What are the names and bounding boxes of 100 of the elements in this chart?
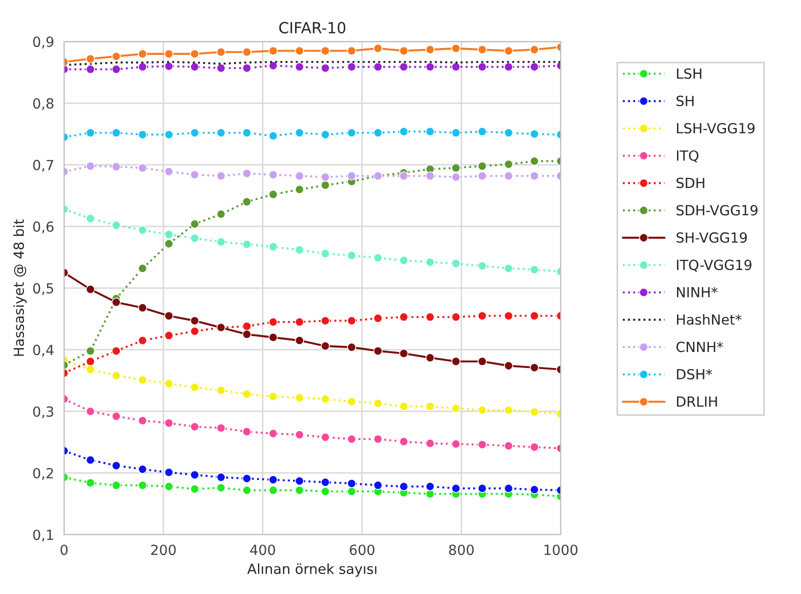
point <box>320 63 330 73</box>
point <box>451 62 460 72</box>
point <box>242 427 252 436</box>
point <box>112 162 121 172</box>
point <box>86 214 95 224</box>
point <box>190 326 200 336</box>
point <box>426 45 435 54</box>
point <box>478 171 487 181</box>
point <box>164 49 174 58</box>
point <box>504 484 514 493</box>
y-axis-title: Hassasiyet @ 48 bit <box>13 219 27 356</box>
point <box>320 341 330 351</box>
point <box>294 317 304 327</box>
point <box>138 375 148 384</box>
point <box>294 245 304 254</box>
point <box>478 261 487 270</box>
point <box>399 46 408 56</box>
point <box>190 128 200 138</box>
x-tick-label: 200 <box>151 544 176 556</box>
x-tick-label: 0 <box>60 544 68 556</box>
point <box>478 484 487 493</box>
point <box>242 168 252 178</box>
point <box>216 63 226 73</box>
y-tick-label: 0,2 <box>33 468 53 480</box>
point <box>399 482 408 492</box>
point <box>373 44 383 53</box>
point <box>268 332 278 342</box>
point <box>190 422 200 432</box>
point <box>478 45 487 54</box>
point <box>138 464 148 474</box>
point <box>112 412 121 421</box>
point <box>451 312 460 322</box>
point <box>399 402 408 411</box>
point <box>530 363 539 372</box>
y-tick-label: 0,8 <box>33 98 54 110</box>
point <box>268 475 278 484</box>
point <box>86 478 95 488</box>
point <box>268 61 278 70</box>
point <box>426 489 435 499</box>
y-tick-label: 0,9 <box>33 36 54 48</box>
point <box>426 353 435 362</box>
point <box>294 184 304 194</box>
point <box>451 484 460 493</box>
point <box>426 126 435 136</box>
legend-label: ITQ <box>677 150 698 162</box>
point <box>164 239 174 248</box>
point <box>373 434 383 444</box>
point <box>138 226 148 235</box>
point <box>530 45 539 54</box>
x-tick-label: 1000 <box>544 544 578 556</box>
point <box>347 171 356 181</box>
point <box>112 460 121 470</box>
legend-label: SDH-VGG19 <box>676 204 758 216</box>
point <box>268 242 278 252</box>
y-tick-label: 0,6 <box>33 221 54 234</box>
point <box>504 128 514 138</box>
legend-label: LSH-VGG19 <box>677 122 755 134</box>
y-tick-label: 0,1 <box>33 530 54 542</box>
point <box>164 311 174 320</box>
point <box>530 156 539 166</box>
point <box>478 126 487 136</box>
point <box>190 470 200 480</box>
point <box>112 298 121 307</box>
point <box>530 171 539 181</box>
y-tick-label: 0,3 <box>33 406 54 418</box>
point <box>478 311 487 320</box>
point <box>347 316 356 326</box>
point <box>347 396 356 406</box>
point <box>216 210 226 219</box>
point <box>478 62 487 72</box>
legend-label: NINH* <box>677 286 718 298</box>
point <box>347 486 356 496</box>
point <box>530 62 539 72</box>
point <box>86 356 95 366</box>
point <box>112 480 121 490</box>
point <box>504 361 514 370</box>
point <box>86 455 95 465</box>
y-tick-label: 0,7 <box>33 160 54 172</box>
point <box>347 434 356 444</box>
point <box>530 265 539 274</box>
point <box>373 480 383 490</box>
point <box>320 478 330 487</box>
point <box>294 393 304 402</box>
point <box>373 314 383 323</box>
point <box>478 406 487 415</box>
point <box>399 436 408 446</box>
point <box>190 49 200 58</box>
point <box>138 336 148 346</box>
point <box>451 44 460 53</box>
point <box>399 348 408 358</box>
point <box>242 486 252 495</box>
x-tick-label: 600 <box>350 544 374 556</box>
legend-label: SH <box>676 96 694 106</box>
point <box>504 160 514 169</box>
point <box>86 128 95 138</box>
y-tick-label: 0,5 <box>33 283 54 295</box>
legend-label: CNNH* <box>676 342 724 352</box>
point <box>242 47 252 57</box>
point <box>268 486 278 495</box>
point <box>112 64 121 74</box>
